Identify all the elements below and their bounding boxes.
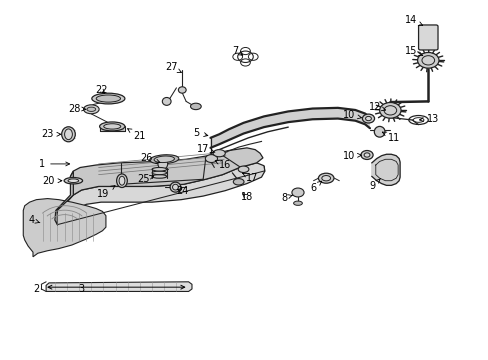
Circle shape xyxy=(379,103,400,118)
Text: 3: 3 xyxy=(78,284,84,294)
Ellipse shape xyxy=(178,87,186,93)
Text: 14: 14 xyxy=(404,15,422,26)
Polygon shape xyxy=(23,199,106,257)
Ellipse shape xyxy=(190,103,201,110)
Ellipse shape xyxy=(116,174,127,188)
Text: 1: 1 xyxy=(39,159,69,169)
Ellipse shape xyxy=(213,150,225,157)
Ellipse shape xyxy=(205,155,217,162)
Text: 23: 23 xyxy=(41,129,61,139)
Circle shape xyxy=(417,53,438,68)
Circle shape xyxy=(383,106,396,115)
FancyBboxPatch shape xyxy=(418,25,437,50)
Circle shape xyxy=(421,56,434,65)
Ellipse shape xyxy=(373,126,384,137)
Polygon shape xyxy=(210,108,369,148)
Text: 17: 17 xyxy=(197,144,215,154)
Ellipse shape xyxy=(61,127,75,142)
Ellipse shape xyxy=(87,107,96,111)
Text: 4: 4 xyxy=(28,215,40,225)
Text: 16: 16 xyxy=(215,160,231,170)
Ellipse shape xyxy=(152,175,166,178)
Ellipse shape xyxy=(364,153,369,157)
Ellipse shape xyxy=(152,171,166,175)
Polygon shape xyxy=(55,171,73,225)
Text: 28: 28 xyxy=(68,104,86,113)
Ellipse shape xyxy=(321,176,330,181)
Text: 19: 19 xyxy=(97,186,115,199)
Text: 12: 12 xyxy=(368,102,385,112)
Ellipse shape xyxy=(360,150,372,159)
Text: 20: 20 xyxy=(42,176,62,186)
Ellipse shape xyxy=(64,177,82,184)
Ellipse shape xyxy=(154,156,174,163)
Text: 17: 17 xyxy=(242,173,257,183)
Ellipse shape xyxy=(233,179,244,185)
Ellipse shape xyxy=(362,114,374,123)
Text: 15: 15 xyxy=(404,46,422,56)
Ellipse shape xyxy=(158,158,167,169)
Ellipse shape xyxy=(293,201,302,205)
Ellipse shape xyxy=(100,122,124,131)
Text: 5: 5 xyxy=(193,128,207,138)
Ellipse shape xyxy=(96,95,120,102)
Text: 6: 6 xyxy=(310,181,321,193)
Ellipse shape xyxy=(318,173,333,183)
Ellipse shape xyxy=(64,129,72,140)
Ellipse shape xyxy=(170,182,181,192)
Polygon shape xyxy=(70,148,263,195)
Ellipse shape xyxy=(103,124,121,129)
Text: 18: 18 xyxy=(240,192,252,202)
Text: 24: 24 xyxy=(176,186,188,197)
Ellipse shape xyxy=(149,155,179,164)
Ellipse shape xyxy=(291,188,304,197)
Text: 7: 7 xyxy=(232,46,242,56)
Text: 26: 26 xyxy=(141,153,160,163)
Polygon shape xyxy=(371,154,399,185)
Ellipse shape xyxy=(83,105,99,114)
Polygon shape xyxy=(46,282,192,292)
Ellipse shape xyxy=(172,184,178,190)
Ellipse shape xyxy=(162,98,171,105)
Polygon shape xyxy=(55,163,264,225)
Text: 11: 11 xyxy=(382,132,399,143)
Text: 21: 21 xyxy=(127,129,146,141)
Text: 27: 27 xyxy=(164,63,181,72)
Text: 13: 13 xyxy=(419,113,438,123)
Text: 2: 2 xyxy=(33,284,39,294)
Ellipse shape xyxy=(152,167,166,171)
Ellipse shape xyxy=(68,179,79,183)
Text: 8: 8 xyxy=(281,193,292,203)
Text: 10: 10 xyxy=(343,110,361,120)
Text: 9: 9 xyxy=(369,179,380,192)
Ellipse shape xyxy=(92,93,124,104)
Text: 10: 10 xyxy=(343,151,361,161)
Text: 25: 25 xyxy=(137,174,153,184)
Ellipse shape xyxy=(119,176,124,185)
Ellipse shape xyxy=(365,116,371,121)
Text: 22: 22 xyxy=(95,85,107,95)
Ellipse shape xyxy=(238,166,248,172)
